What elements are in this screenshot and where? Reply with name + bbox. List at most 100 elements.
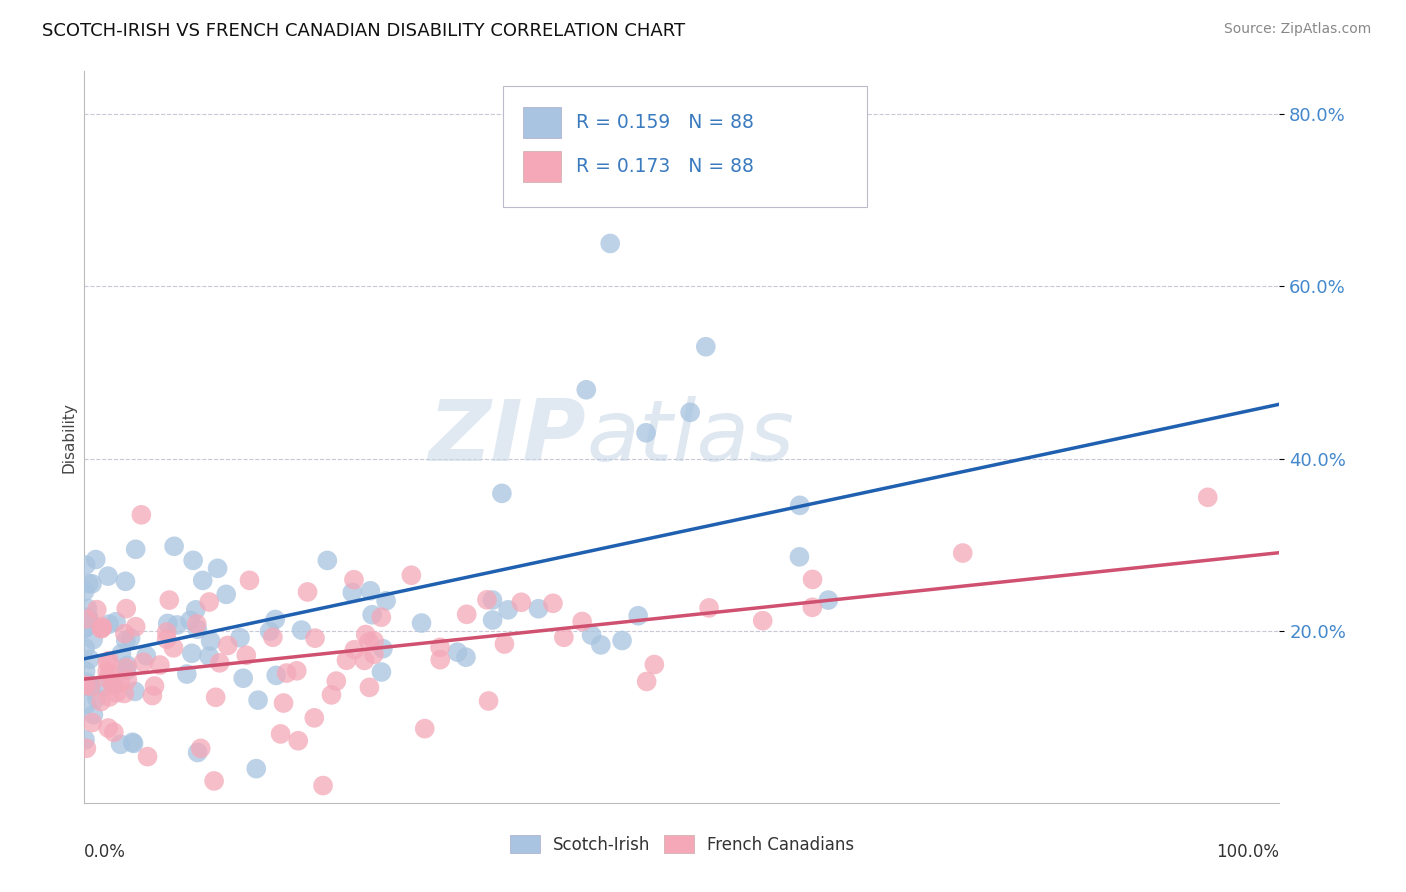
Point [115,663,138,677]
Text: R = 0.159   N = 88: R = 0.159 N = 88 [575,113,754,132]
Text: 100.0%: 100.0% [1216,843,1279,861]
Point [264,612,287,626]
Point [475,592,498,607]
FancyBboxPatch shape [523,151,561,182]
Point [176,667,198,681]
Point [610,633,633,648]
Point [321,688,343,702]
Point [90,622,112,636]
Point [264,668,287,682]
Point [187,746,209,760]
Point [290,623,312,637]
Point [184,603,207,617]
Legend: Scotch-Irish, French Canadians: Scotch-Irish, French Canadians [503,829,860,860]
Point [335,653,357,667]
Point [695,340,717,354]
Point [643,657,665,672]
Point [312,779,335,793]
Point [270,727,292,741]
Point [141,689,163,703]
Point [456,607,478,622]
Point [599,236,621,251]
Point [245,762,267,776]
Point [103,725,125,739]
Point [232,671,254,685]
Point [84,552,107,566]
Point [353,653,375,667]
Point [273,696,295,710]
Point [97,721,120,735]
Point [496,603,519,617]
Point [82,632,104,647]
Point [413,722,436,736]
Text: ZIP: ZIP [429,395,586,479]
Text: atlas: atlas [586,395,794,479]
Point [217,639,239,653]
Point [96,656,118,670]
Point [789,499,811,513]
Point [112,686,135,700]
Point [446,645,468,659]
Point [401,568,423,582]
Point [105,686,128,700]
Point [96,665,118,679]
Point [247,693,270,707]
Point [370,610,392,624]
Point [121,735,143,749]
Point [75,664,97,678]
Point [98,654,121,668]
Text: Source: ZipAtlas.com: Source: ZipAtlas.com [1223,22,1371,37]
Point [115,660,138,674]
Point [77,610,100,624]
Point [103,677,125,691]
Point [77,612,100,626]
Point [90,695,112,709]
Point [80,576,103,591]
Point [363,634,385,648]
Point [97,569,120,583]
Point [359,583,381,598]
Point [541,596,564,610]
Point [143,679,166,693]
Point [304,631,326,645]
Point [316,553,339,567]
Point [491,486,513,500]
Point [259,624,281,639]
Point [342,585,364,599]
Point [262,630,284,644]
Point [90,621,112,635]
Point [97,672,120,686]
Point [952,546,974,560]
Point [801,600,824,615]
Point [79,680,101,694]
Point [571,615,593,629]
Point [208,656,231,670]
Point [156,632,179,647]
Point [79,680,101,694]
Point [581,628,603,642]
Point [510,595,533,609]
Point [454,650,477,665]
Point [361,607,384,622]
Point [82,707,104,722]
Point [135,648,157,663]
Point [75,698,97,712]
Point [156,625,179,640]
Point [101,679,124,693]
Point [114,626,136,640]
Point [191,574,214,588]
Point [343,642,366,657]
Point [198,649,221,664]
Point [817,593,839,607]
Point [156,616,179,631]
Point [98,617,121,632]
Point [636,674,658,689]
Point [157,593,180,607]
Point [325,674,347,689]
Point [75,732,97,747]
Point [75,678,97,692]
Point [276,666,298,681]
Point [124,684,146,698]
Point [80,680,103,694]
Point [91,620,114,634]
